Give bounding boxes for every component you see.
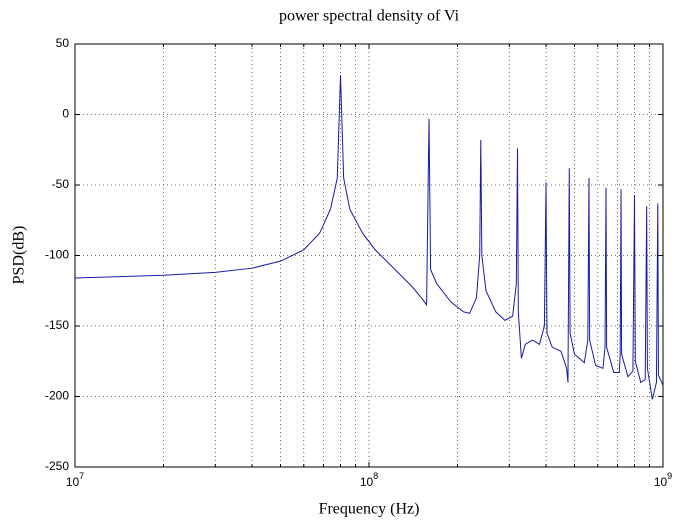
x-tick-label: 107 [66, 471, 84, 489]
x-tick-label: 108 [360, 471, 378, 489]
y-tick-label: -200 [45, 389, 69, 403]
y-tick-label: -100 [45, 248, 69, 262]
x-axis-label: Frequency (Hz) [319, 501, 420, 518]
y-tick-label: -150 [45, 318, 69, 332]
plot-frame [74, 43, 664, 468]
y-tick-label: -50 [52, 177, 70, 191]
y-tick-label: 50 [56, 36, 70, 50]
y-tick-label: -250 [45, 459, 69, 473]
y-axis-label: PSD(dB) [11, 226, 28, 285]
y-tick-label: 0 [62, 107, 69, 121]
x-tick-label: 109 [654, 471, 672, 489]
data-line [74, 75, 664, 400]
chart-title: power spectral density of Vi [279, 8, 460, 25]
